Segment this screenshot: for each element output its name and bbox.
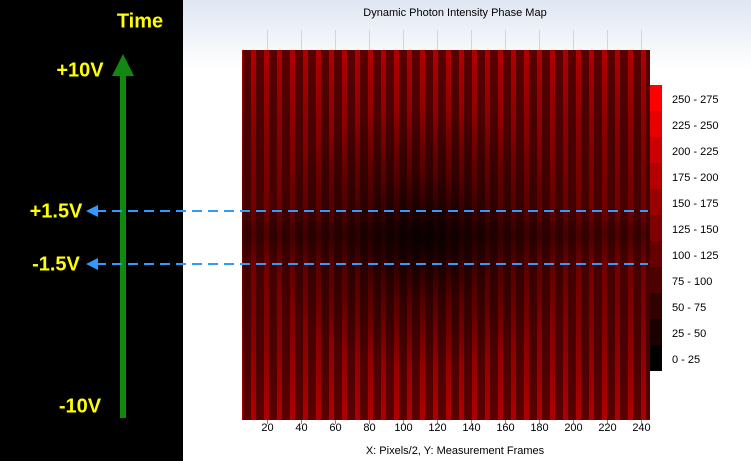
legend-swatch bbox=[650, 85, 662, 111]
legend-swatch bbox=[650, 111, 662, 137]
time-arrow-head bbox=[112, 54, 134, 76]
legend-swatch bbox=[650, 293, 662, 319]
legend-label: 50 - 75 bbox=[672, 302, 706, 314]
legend-swatch bbox=[650, 189, 662, 215]
x-tick-label: 60 bbox=[329, 422, 341, 434]
x-tick-label: 180 bbox=[530, 422, 548, 434]
legend-label: 125 - 150 bbox=[672, 224, 718, 236]
annotation: +10V bbox=[56, 59, 104, 81]
x-tick-label: 120 bbox=[428, 422, 446, 434]
legend-label: 250 - 275 bbox=[672, 94, 718, 106]
legend-label: 100 - 125 bbox=[672, 250, 718, 262]
heatmap bbox=[242, 50, 650, 420]
x-axis-label: X: Pixels/2, Y: Measurement Frames bbox=[366, 445, 545, 457]
legend-label: 200 - 225 bbox=[672, 146, 718, 158]
chart-title: Dynamic Photon Intensity Phase Map bbox=[363, 7, 546, 19]
legend-swatch bbox=[650, 241, 662, 267]
annotation: -10V bbox=[59, 395, 102, 417]
x-tick-label: 200 bbox=[564, 422, 582, 434]
x-tick-label: 240 bbox=[632, 422, 650, 434]
legend-swatch bbox=[650, 319, 662, 345]
guide-arrow bbox=[86, 205, 98, 217]
legend-label: 25 - 50 bbox=[672, 328, 706, 340]
x-tick-label: 160 bbox=[496, 422, 514, 434]
x-tick-label: 20 bbox=[261, 422, 273, 434]
legend-swatch bbox=[650, 137, 662, 163]
legend-swatch bbox=[650, 163, 662, 189]
legend-label: 225 - 250 bbox=[672, 120, 718, 132]
x-tick-label: 80 bbox=[363, 422, 375, 434]
x-tick-label: 40 bbox=[295, 422, 307, 434]
legend-swatch bbox=[650, 345, 662, 371]
guide-arrow bbox=[86, 258, 98, 270]
legend-label: 175 - 200 bbox=[672, 172, 718, 184]
legend-swatch bbox=[650, 267, 662, 293]
x-tick-label: 220 bbox=[598, 422, 616, 434]
annotation: Time bbox=[117, 10, 163, 32]
annotation: +1.5V bbox=[30, 200, 83, 222]
annotation: -1.5V bbox=[32, 253, 80, 275]
legend-label: 0 - 25 bbox=[672, 354, 700, 366]
x-tick-label: 100 bbox=[394, 422, 412, 434]
legend-swatch bbox=[650, 215, 662, 241]
guide-lines bbox=[96, 210, 648, 265]
x-tick-label: 140 bbox=[462, 422, 480, 434]
legend-label: 150 - 175 bbox=[672, 198, 718, 210]
legend-label: 75 - 100 bbox=[672, 276, 712, 288]
